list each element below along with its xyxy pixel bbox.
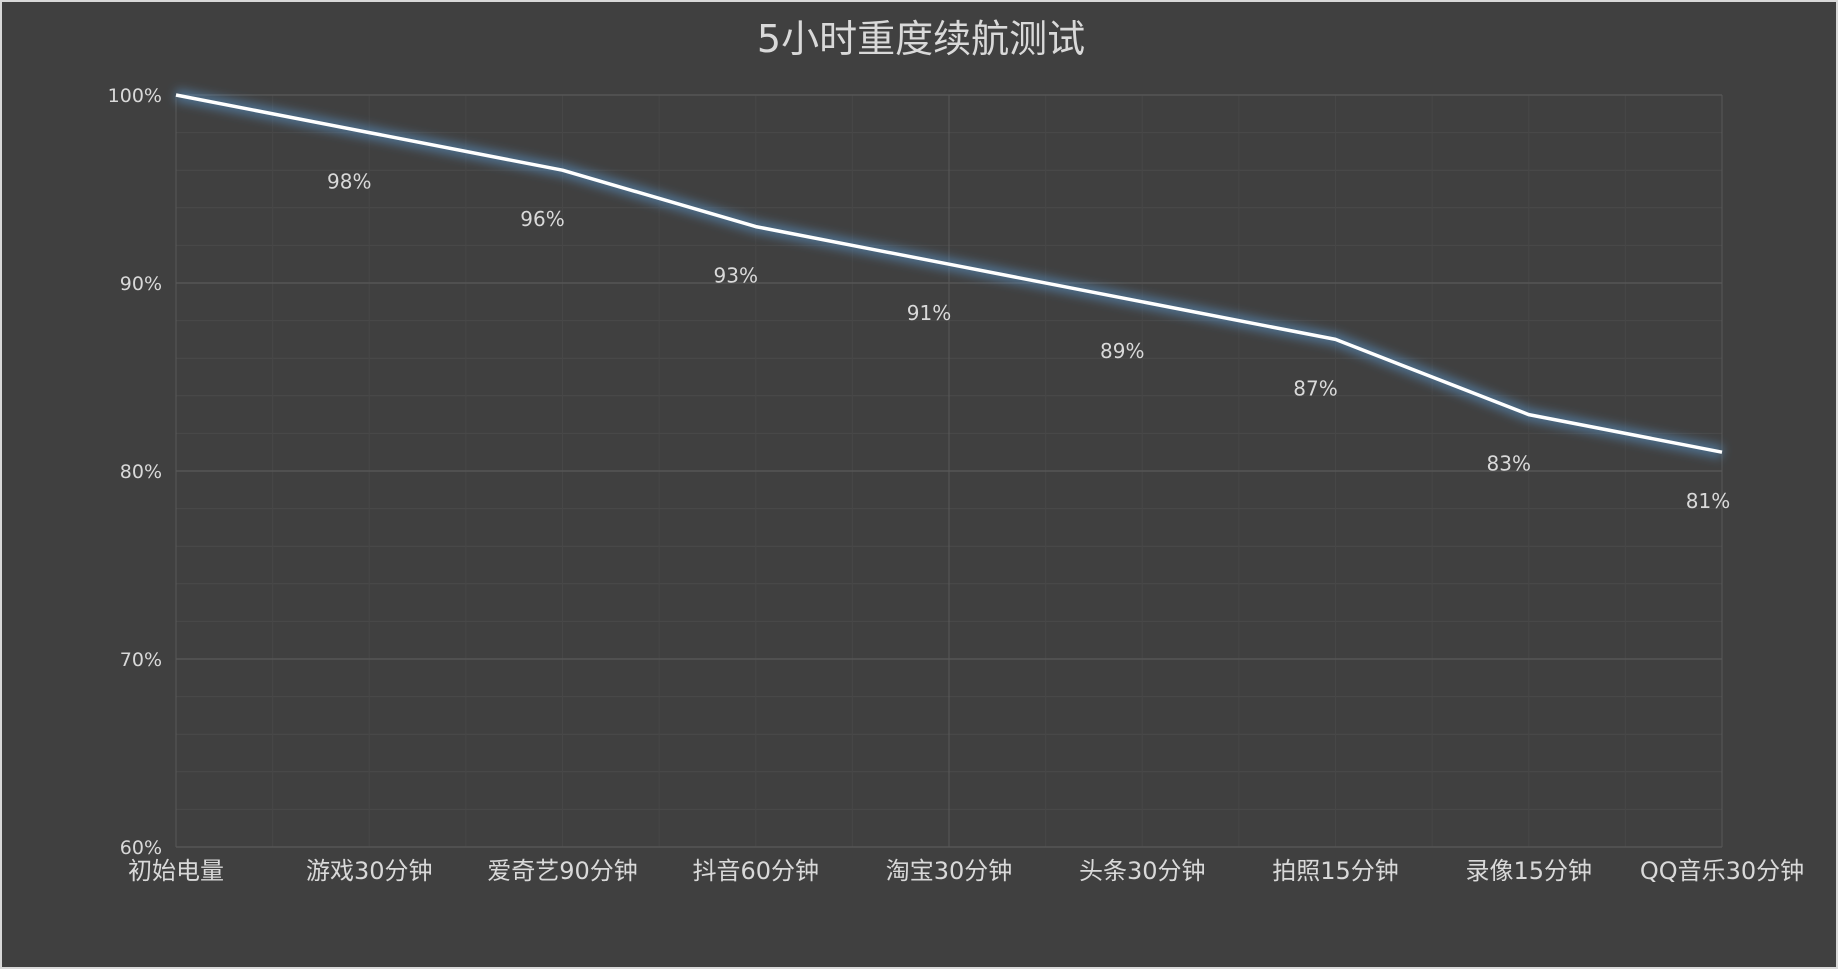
y-tick-label: 80% [120, 461, 162, 483]
series-layer [174, 89, 1724, 459]
data-label: 98% [327, 170, 371, 194]
y-tick-label: 90% [120, 273, 162, 295]
x-axis: 初始电量 游戏30分钟 爱奇艺90分钟 抖音60分钟 淘宝30分钟 头条30分钟 拍照15分… [128, 857, 1804, 885]
chart-title: 5小时重度续航测试 [757, 17, 1085, 61]
data-label: 96% [520, 207, 564, 231]
x-tick-label: QQ音乐30分钟 [1640, 857, 1804, 885]
x-tick-label: 游戏30分钟 [306, 857, 433, 885]
y-tick-label: 60% [120, 837, 162, 859]
x-tick-label: 头条30分钟 [1079, 857, 1206, 885]
x-tick-label: 淘宝30分钟 [886, 857, 1013, 885]
data-label: 83% [1487, 452, 1531, 476]
x-tick-label: 爱奇艺90分钟 [487, 857, 638, 885]
y-tick-label: 70% [120, 649, 162, 671]
grid-layer [175, 94, 1723, 848]
data-label: 91% [907, 301, 951, 325]
data-label-layer: 98% 96% 93% 91% 89% 87% 83% 81% [327, 170, 1730, 514]
data-label: 89% [1100, 339, 1144, 363]
x-tick-label: 录像15分钟 [1465, 857, 1592, 885]
x-tick-label: 拍照15分钟 [1272, 857, 1399, 885]
data-label: 93% [714, 264, 758, 288]
y-tick-label: 100% [108, 85, 162, 107]
x-tick-label: 初始电量 [128, 857, 224, 885]
data-label: 81% [1686, 489, 1730, 513]
series-line [175, 93, 1723, 454]
x-tick-label: 抖音60分钟 [692, 857, 819, 885]
data-label: 87% [1293, 376, 1337, 400]
y-axis: 60% 70% 80% 90% 100% [108, 85, 162, 859]
